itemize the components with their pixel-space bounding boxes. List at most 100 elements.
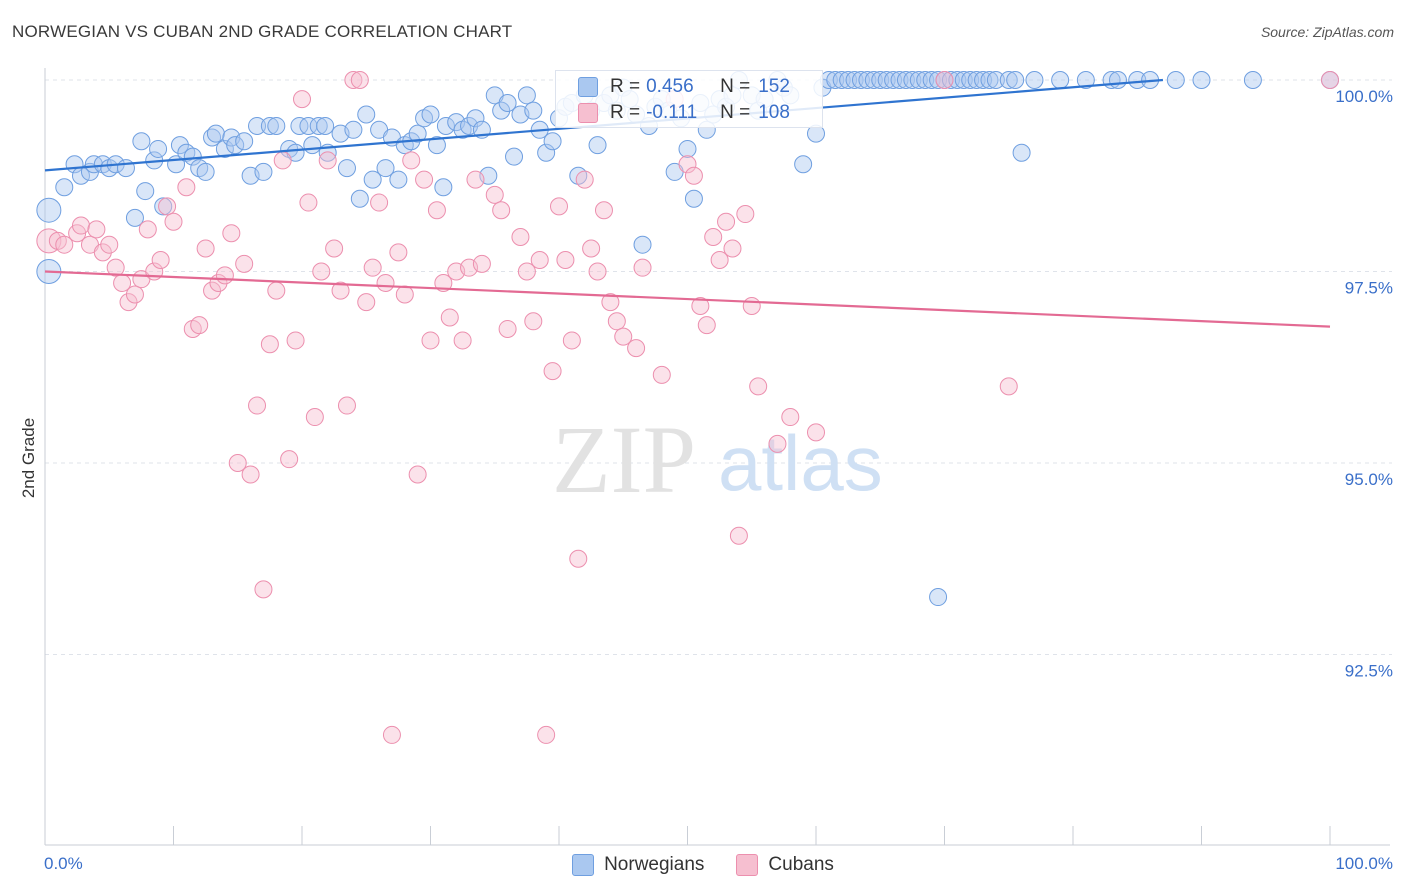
norwegian-point — [884, 71, 903, 89]
x-tick-label: 100.0% — [1335, 854, 1393, 873]
watermark-zip: ZIP — [552, 406, 696, 513]
norwegian-point — [794, 155, 813, 174]
cuban-point — [87, 220, 106, 239]
series-legend: Norwegians Cubans — [0, 851, 1406, 879]
norwegian-point — [337, 159, 356, 178]
cuban-point — [717, 212, 736, 231]
cuban-point — [421, 331, 440, 350]
cuban-point — [280, 450, 299, 469]
norwegian-point — [303, 136, 322, 155]
cuban-point — [222, 224, 241, 243]
norwegian-point — [1012, 143, 1031, 162]
norwegian-point — [505, 147, 524, 166]
y-tick-label: 97.5% — [1345, 279, 1393, 298]
watermark-atlas: atlas — [718, 419, 883, 507]
legend-item-norwegians[interactable]: Norwegians — [572, 854, 704, 876]
stats-row-norwegians: R = 0.456 N = 152 — [578, 74, 790, 100]
cuban-point — [492, 201, 511, 220]
norwegian-point — [183, 147, 202, 166]
cuban-point — [363, 258, 382, 277]
norwegian-point — [309, 116, 328, 135]
cuban-point — [498, 319, 517, 338]
norwegian-point — [517, 86, 536, 105]
cuban-point — [710, 251, 729, 270]
cuban-point — [71, 216, 90, 235]
cuban-point — [736, 205, 755, 224]
norwegian-point — [436, 116, 455, 135]
norwegian-point — [492, 101, 511, 120]
cuban-point — [614, 327, 633, 346]
cuban-point — [749, 377, 768, 396]
norwegian-point — [916, 71, 935, 89]
norwegian-point — [678, 139, 697, 158]
norwegian-point — [890, 71, 909, 89]
norwegian-point — [633, 235, 652, 254]
cuban-point — [729, 526, 748, 545]
cuban-point — [511, 228, 530, 247]
norwegian-point — [466, 109, 485, 128]
cuban-point — [601, 293, 620, 312]
cuban-point — [228, 454, 247, 472]
cuban-point — [55, 235, 74, 254]
norwegian-point — [929, 588, 948, 607]
norwegians-swatch — [578, 77, 598, 97]
norwegian-point — [116, 159, 135, 178]
cuban-point — [485, 185, 504, 204]
cuban-point — [434, 273, 453, 292]
norwegian-point — [967, 71, 986, 89]
cuban-point — [370, 193, 389, 212]
norwegian-point — [954, 71, 973, 89]
norwegian-point — [948, 71, 967, 89]
norwegian-point — [543, 132, 562, 151]
norwegian-point — [254, 162, 273, 181]
norwegian-point — [215, 139, 234, 158]
norwegian-point — [1051, 71, 1070, 89]
cuban-point — [357, 293, 376, 312]
cuban-point — [325, 239, 344, 258]
cuban-point — [164, 212, 183, 231]
source-credit: Source: ZipAtlas.com — [1260, 24, 1394, 40]
norwegian-point — [922, 71, 941, 89]
cuban-point — [652, 365, 671, 384]
norwegian-point — [408, 124, 427, 143]
cuban-point — [999, 377, 1018, 396]
norwegians-legend-swatch — [572, 854, 595, 876]
cuban-point — [254, 580, 273, 599]
cuban-point — [177, 178, 196, 197]
y-tick-label: 92.5% — [1345, 662, 1393, 681]
cuban-point — [543, 362, 562, 381]
cuban-point — [151, 251, 170, 270]
norwegian-point — [421, 105, 440, 124]
cubans-n-value: 108 — [758, 102, 790, 123]
cuban-point — [125, 285, 144, 304]
norwegian-point — [434, 178, 453, 197]
cuban-point — [286, 331, 305, 350]
stats-legend: R = 0.456 N = 152 R = -0.111 N = 108 — [555, 70, 823, 128]
cuban-point — [453, 331, 472, 350]
norwegian-point — [851, 71, 870, 89]
cuban-point — [530, 251, 549, 270]
norwegian-point — [903, 71, 922, 89]
grid — [45, 79, 1392, 655]
norwegian-point — [154, 197, 173, 216]
cuban-point — [633, 258, 652, 277]
norwegian-point — [1006, 71, 1025, 89]
norwegian-point — [363, 170, 382, 189]
legend-item-cubans[interactable]: Cubans — [736, 854, 834, 876]
norwegian-point — [1128, 71, 1147, 89]
cuban-point — [742, 296, 761, 315]
cuban-point — [588, 262, 607, 281]
cuban-point — [408, 465, 427, 484]
x-tick-label: 0.0% — [44, 854, 83, 873]
y-tick-labels: 92.5% 95.0% 97.5% 100.0% — [1335, 87, 1393, 681]
norwegian-point — [524, 101, 543, 120]
norwegian-point — [36, 197, 62, 223]
y-tick-label: 100.0% — [1335, 87, 1393, 106]
norwegian-point — [974, 71, 993, 89]
norwegian-point — [941, 71, 960, 89]
cuban-point — [723, 239, 742, 258]
norwegian-point — [864, 71, 883, 89]
norwegian-point — [206, 124, 225, 143]
norwegian-point — [316, 116, 335, 135]
norwegian-point — [1108, 71, 1127, 89]
